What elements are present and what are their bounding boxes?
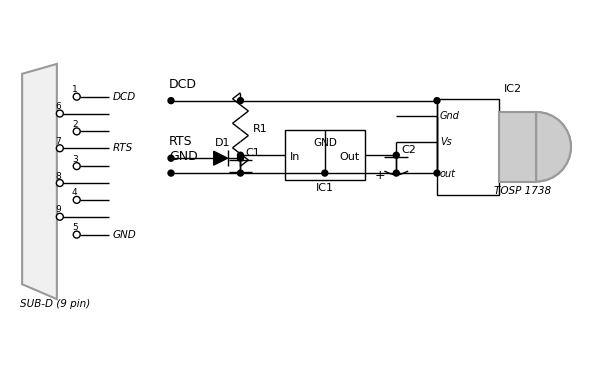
Circle shape bbox=[73, 128, 80, 135]
Text: DCD: DCD bbox=[169, 78, 197, 91]
Bar bbox=[285, 130, 365, 180]
Text: 2: 2 bbox=[72, 120, 77, 129]
Text: GND: GND bbox=[169, 150, 198, 163]
Circle shape bbox=[322, 170, 328, 176]
Circle shape bbox=[237, 170, 243, 176]
Circle shape bbox=[168, 170, 174, 176]
Text: 7: 7 bbox=[55, 137, 61, 146]
Circle shape bbox=[56, 110, 63, 117]
Bar bbox=[437, 99, 498, 195]
Text: Gnd: Gnd bbox=[440, 111, 460, 121]
Circle shape bbox=[73, 197, 80, 204]
Text: GND: GND bbox=[313, 138, 337, 148]
Text: D1: D1 bbox=[215, 138, 230, 148]
Circle shape bbox=[393, 152, 399, 158]
Text: IC1: IC1 bbox=[316, 183, 334, 193]
Polygon shape bbox=[214, 151, 228, 165]
Text: SUB-D (9 pin): SUB-D (9 pin) bbox=[20, 299, 91, 309]
Text: DCD: DCD bbox=[112, 92, 136, 102]
Circle shape bbox=[73, 93, 80, 100]
Text: TOSP 1738: TOSP 1738 bbox=[493, 187, 551, 197]
Text: 5: 5 bbox=[72, 223, 77, 232]
Text: RTS: RTS bbox=[169, 135, 193, 148]
Text: out: out bbox=[440, 169, 456, 179]
Circle shape bbox=[73, 231, 80, 238]
Circle shape bbox=[168, 155, 174, 161]
Circle shape bbox=[434, 98, 440, 104]
Polygon shape bbox=[22, 64, 57, 299]
Text: Vs: Vs bbox=[440, 137, 452, 147]
Text: IC2: IC2 bbox=[504, 84, 522, 94]
Circle shape bbox=[56, 213, 63, 220]
Circle shape bbox=[237, 155, 243, 161]
Circle shape bbox=[237, 98, 243, 104]
Text: 1: 1 bbox=[72, 85, 77, 94]
Wedge shape bbox=[536, 112, 571, 181]
Text: 3: 3 bbox=[72, 155, 77, 164]
Circle shape bbox=[56, 180, 63, 187]
Circle shape bbox=[56, 145, 63, 152]
Text: RTS: RTS bbox=[112, 143, 133, 153]
Text: R1: R1 bbox=[252, 124, 267, 134]
Circle shape bbox=[73, 163, 80, 170]
Text: 6: 6 bbox=[55, 102, 61, 111]
Circle shape bbox=[168, 98, 174, 104]
Text: 9: 9 bbox=[55, 205, 61, 214]
Circle shape bbox=[434, 170, 440, 176]
Text: +: + bbox=[375, 169, 386, 181]
Circle shape bbox=[393, 170, 399, 176]
Text: C2: C2 bbox=[401, 145, 416, 155]
Text: In: In bbox=[290, 152, 300, 162]
Text: GND: GND bbox=[112, 230, 136, 240]
Text: 8: 8 bbox=[55, 171, 61, 181]
Text: C1: C1 bbox=[245, 148, 260, 158]
Bar bbox=[498, 112, 536, 181]
Text: Out: Out bbox=[339, 152, 359, 162]
Text: 4: 4 bbox=[72, 188, 77, 198]
Text: -: - bbox=[378, 149, 383, 162]
Circle shape bbox=[237, 152, 243, 158]
